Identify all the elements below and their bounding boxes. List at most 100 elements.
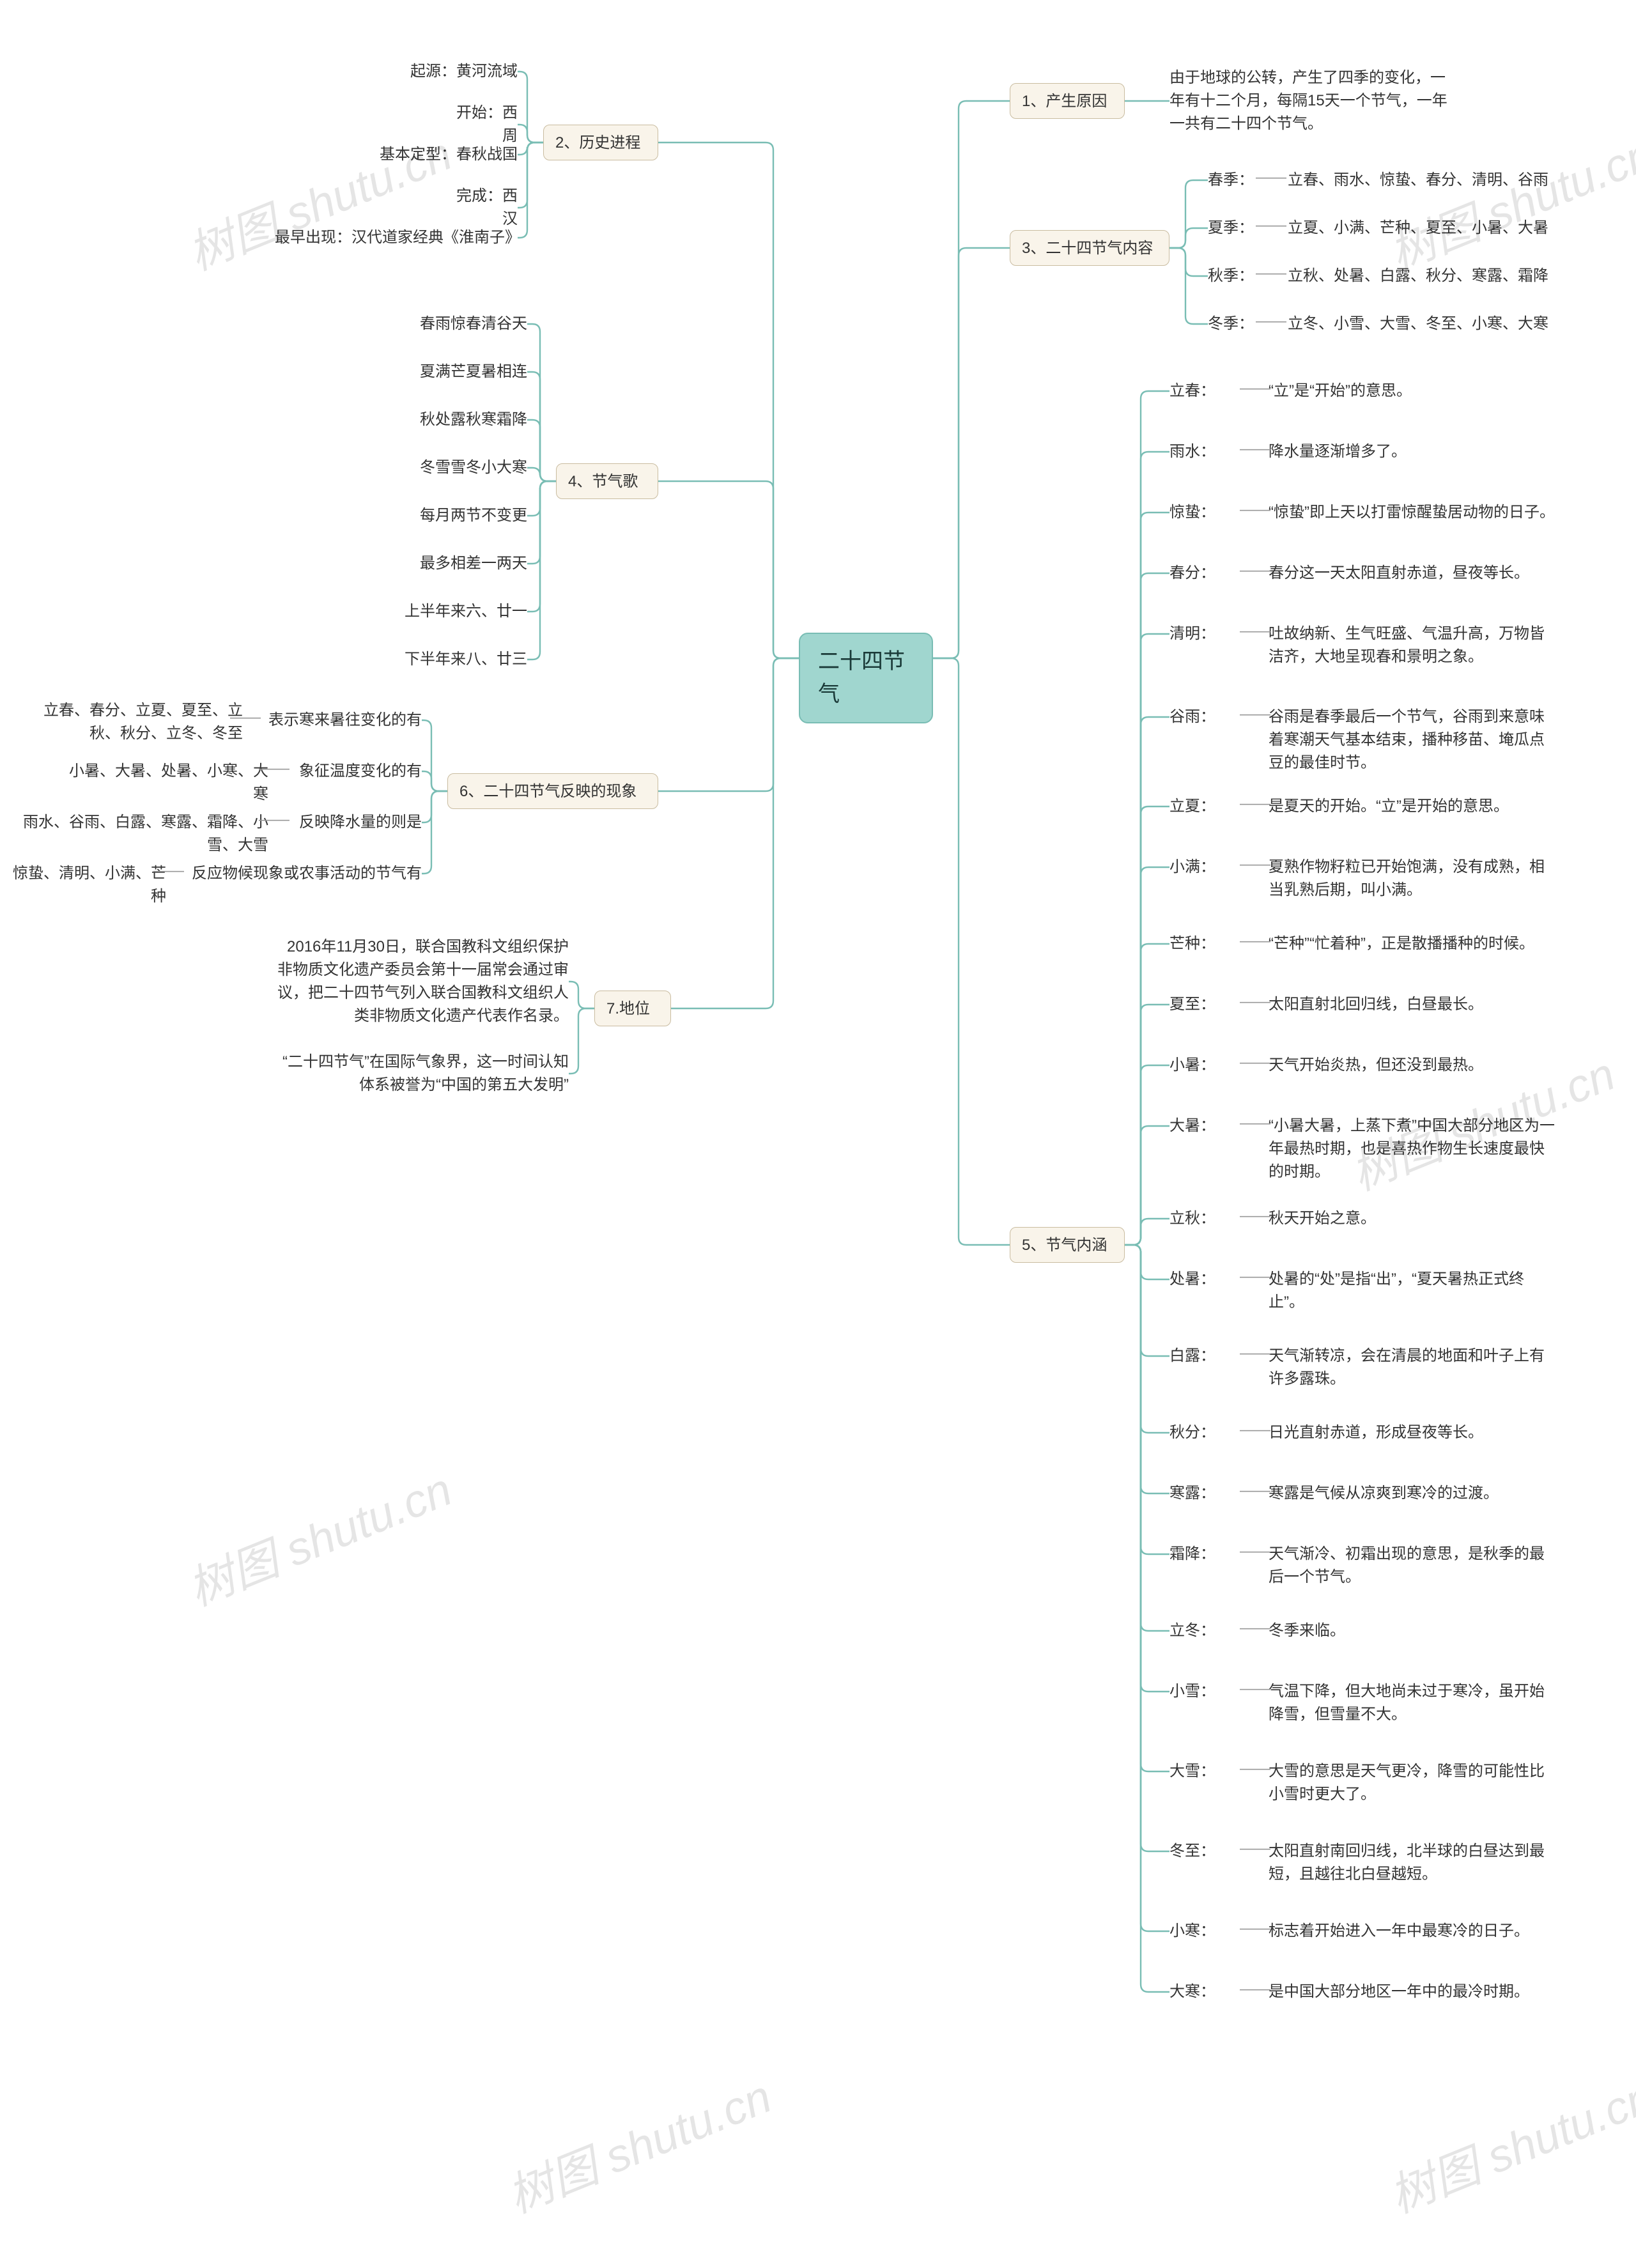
leaf-c17: 寒露是气候从凉爽到寒冷的过渡。 (1269, 1479, 1556, 1508)
tag-c02: 雨水： (1169, 438, 1227, 466)
separator-dash: —— (1240, 795, 1270, 813)
leaf-c07: 是夏天的开始。“立”是开始的意思。 (1269, 792, 1556, 821)
separator-dash: —— (1240, 993, 1270, 1011)
branch-b4[interactable]: 4、节气歌 (556, 463, 658, 499)
leaf-c12: “小暑大暑，上蒸下煮”中国大部分地区为一年最热时期，也是喜热作物生长速度最快的时… (1269, 1112, 1556, 1186)
separator-dash: —— (1240, 380, 1270, 397)
leaf-b2e: 最早出现：汉代道家经典《淮南子》 (275, 224, 518, 252)
branch-b5[interactable]: 5、节气内涵 (1010, 1227, 1125, 1263)
tag-c21: 大雪： (1169, 1757, 1227, 1786)
leaf-b4d: 冬雪雪冬小大寒 (399, 454, 527, 482)
leaf-c21: 大雪的意思是天气更冷，降雪的可能性比小雪时更大了。 (1269, 1757, 1556, 1809)
separator-dash: —— (1240, 1054, 1270, 1072)
separator-dash: —— (1240, 706, 1270, 723)
leaf-b3d: 立冬、小雪、大雪、冬至、小寒、大寒 (1288, 310, 1556, 338)
leaf-b6c-sub: 雨水、谷雨、白露、寒露、霜降、小雪、大雪 (13, 808, 268, 860)
separator-dash: —— (259, 811, 289, 829)
leaf-c05: 吐故纳新、生气旺盛、气温升高，万物皆洁齐，大地呈现春和景明之象。 (1269, 620, 1556, 671)
separator-dash: —— (1240, 501, 1270, 519)
leaf-b6c: 反映降水量的则是 (297, 808, 422, 837)
watermark: 树图 shutu.cn (496, 2059, 780, 2226)
leaf-b2a: 起源：黄河流域 (403, 58, 518, 86)
separator-dash: —— (1240, 1345, 1270, 1362)
tag-c14: 处暑： (1169, 1265, 1227, 1293)
leaf-b6a: 表示寒来暑往变化的有 (268, 706, 422, 734)
leaf-c06: 谷雨是春季最后一个节气，谷雨到来意味着寒潮天气基本结束，播种移苗、埯瓜点豆的最佳… (1269, 703, 1556, 777)
tag-c10: 夏至： (1169, 991, 1227, 1019)
separator-dash: —— (1256, 265, 1286, 282)
leaf-c11: 天气开始炎热，但还没到最热。 (1269, 1051, 1556, 1079)
leaf-b4h: 下半年来八、廿三 (386, 645, 527, 674)
separator-dash: —— (1240, 856, 1270, 874)
leaf-b3a: 立春、雨水、惊蛰、春分、清明、谷雨 (1288, 166, 1556, 194)
leaf-b4b: 夏满芒夏暑相连 (399, 358, 527, 386)
tag-c16: 秋分： (1169, 1419, 1227, 1447)
leaf-b3c: 立秋、处暑、白露、秋分、寒露、霜降 (1288, 262, 1556, 290)
separator-dash: —— (1240, 1543, 1270, 1561)
branch-b7[interactable]: 7.地位 (594, 991, 671, 1026)
tag-c22: 冬至： (1169, 1837, 1227, 1865)
leaf-b4c: 秋处露秋寒霜降 (399, 406, 527, 434)
separator-dash: —— (1240, 1760, 1270, 1778)
branch-b6[interactable]: 6、二十四节气反映的现象 (447, 773, 658, 809)
leaf-b7a: 2016年11月30日，联合国教科文组织保护非物质文化遗产委员会第十一届常会通过… (275, 933, 569, 1030)
separator-dash: —— (1256, 217, 1286, 235)
tag-c01: 立春： (1169, 377, 1227, 405)
leaf-b4f: 最多相差一两天 (399, 550, 527, 578)
separator-dash: —— (1240, 1207, 1270, 1225)
leaf-c04: 春分这一天太阳直射赤道，昼夜等长。 (1269, 559, 1556, 587)
branch-b2[interactable]: 2、历史进程 (543, 125, 658, 160)
leaf-c14: 处暑的“处”是指“出”，“夏天暑热正式终止”。 (1269, 1265, 1556, 1316)
tag-c03: 惊蛰： (1169, 498, 1227, 527)
tag-c08: 小满： (1169, 853, 1227, 881)
root-node[interactable]: 二十四节气 (799, 633, 933, 723)
leaf-c09: “芒种”“忙着种”，正是散播播种的时候。 (1269, 930, 1556, 958)
separator-dash: —— (1240, 1680, 1270, 1698)
tag-c04: 春分： (1169, 559, 1227, 587)
tag-b3a: 春季： (1208, 166, 1259, 194)
tag-c12: 大暑： (1169, 1112, 1227, 1140)
leaf-c03: “惊蛰”即上天以打雷惊醒蛰居动物的日子。 (1269, 498, 1556, 527)
separator-dash: —— (1240, 1268, 1270, 1286)
leaf-c20: 气温下降，但大地尚未过于寒冷，虽开始降雪，但雪量不大。 (1269, 1678, 1556, 1729)
leaf-b6b: 象征温度变化的有 (297, 757, 422, 785)
separator-dash: —— (153, 862, 184, 880)
leaf-c18: 天气渐冷、初霜出现的意思，是秋季的最后一个节气。 (1269, 1540, 1556, 1591)
separator-dash: —— (1240, 1482, 1270, 1500)
tag-c05: 清明： (1169, 620, 1227, 648)
watermark: 树图 shutu.cn (1378, 2059, 1636, 2226)
tag-c23: 小寒： (1169, 1917, 1227, 1945)
leaf-c10: 太阳直射北回归线，白昼最长。 (1269, 991, 1556, 1019)
tag-b3c: 秋季： (1208, 262, 1259, 290)
watermark: 树图 shutu.cn (176, 1452, 460, 1619)
tag-c24: 大寒： (1169, 1978, 1227, 2006)
separator-dash: —— (1240, 1920, 1270, 1938)
separator-dash: —— (1256, 169, 1286, 187)
watermark: 树图 shutu.cn (1378, 116, 1636, 283)
separator-dash: —— (259, 760, 289, 778)
tag-b3b: 夏季： (1208, 214, 1259, 242)
leaf-c13: 秋天开始之意。 (1269, 1205, 1556, 1233)
separator-dash: —— (1240, 440, 1270, 458)
separator-dash: —— (1240, 1840, 1270, 1858)
tag-b3d: 冬季： (1208, 310, 1259, 338)
separator-dash: —— (1240, 562, 1270, 580)
tag-c15: 白露： (1169, 1342, 1227, 1370)
leaf-b3b: 立夏、小满、芒种、夏至、小暑、大暑 (1288, 214, 1556, 242)
tag-c18: 霜降： (1169, 1540, 1227, 1568)
tag-c07: 立夏： (1169, 792, 1227, 821)
branch-b1[interactable]: 1、产生原因 (1010, 83, 1125, 119)
tag-c19: 立冬： (1169, 1617, 1227, 1645)
leaf-c02: 降水量逐渐增多了。 (1269, 438, 1556, 466)
leaf-b2c: 基本定型：春秋战国 (364, 141, 518, 169)
separator-dash: —— (1240, 1619, 1270, 1637)
separator-dash: —— (1256, 312, 1286, 330)
separator-dash: —— (1240, 932, 1270, 950)
leaf-c08: 夏熟作物籽粒已开始饱满，没有成熟，相当乳熟后期，叫小满。 (1269, 853, 1556, 904)
branch-b3[interactable]: 3、二十四节气内容 (1010, 230, 1169, 266)
separator-dash: —— (230, 709, 261, 727)
mindmap-viewport: 二十四节气2、历史进程4、节气歌6、二十四节气反映的现象7.地位起源：黄河流域开… (0, 0, 1636, 2268)
tag-c13: 立秋： (1169, 1205, 1227, 1233)
leaf-c24: 是中国大部分地区一年中的最冷时期。 (1269, 1978, 1556, 2006)
separator-dash: —— (1240, 1421, 1270, 1439)
